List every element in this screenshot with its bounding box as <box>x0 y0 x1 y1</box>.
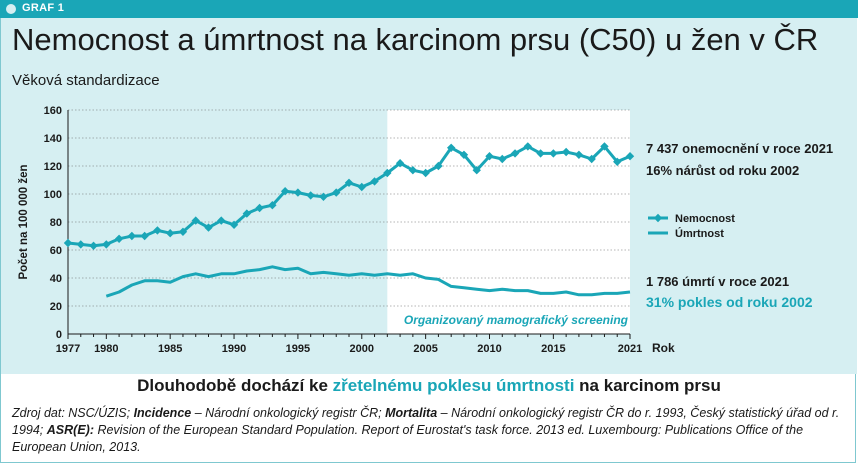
x-tick-label: 2010 <box>477 343 501 355</box>
x-tick-label: 1985 <box>158 343 182 355</box>
source-incidence-label: Incidence <box>133 406 192 420</box>
data-point <box>178 227 188 236</box>
source-text: Zdroj dat: NSC/ÚZIS; <box>12 406 134 420</box>
data-point <box>383 168 392 178</box>
annotation: 7 437 onemocnění v roce 2021 <box>646 141 833 156</box>
data-point <box>446 143 456 152</box>
conclusion-text: Dlouhodobě dochází ke zřetelnému poklesu… <box>0 376 858 396</box>
data-point <box>280 187 290 196</box>
series-line-mortality <box>105 265 631 298</box>
x-tick-label: 1980 <box>94 343 118 355</box>
data-point <box>63 238 73 248</box>
data-point <box>319 192 328 201</box>
data-point <box>165 229 175 238</box>
data-point <box>408 166 418 175</box>
data-point <box>293 188 303 197</box>
legend-label-incidence: Nemocnost <box>675 213 735 225</box>
data-point <box>600 142 609 151</box>
data-point <box>217 216 226 225</box>
data-point <box>434 161 443 171</box>
data-point <box>498 154 507 164</box>
data-point <box>229 220 239 229</box>
y-tick-label: 100 <box>44 189 62 201</box>
data-point <box>89 241 98 250</box>
source-mortality-label: Mortalita <box>385 406 438 420</box>
data-point <box>114 234 124 243</box>
x-tick-label: 2015 <box>541 343 565 355</box>
source-text: – Národní onkologický registr ČR; <box>191 406 386 420</box>
data-point <box>255 203 264 213</box>
x-tick-label: 2021 <box>618 343 642 355</box>
data-point <box>344 178 354 187</box>
data-point <box>76 240 85 249</box>
data-point <box>587 154 596 164</box>
data-point <box>127 231 137 241</box>
data-point <box>523 142 533 151</box>
data-point <box>549 149 558 158</box>
conclusion-part-2: na karcinom prsu <box>574 376 721 395</box>
source-asr-label: ASR(E): <box>46 423 94 437</box>
data-point <box>395 159 405 168</box>
data-point <box>625 152 635 161</box>
legend-label-mortality: Úmrtnost <box>675 227 724 240</box>
conclusion-part-1: Dlouhodobě dochází ke <box>137 376 333 395</box>
x-axis-title: Rok <box>652 341 675 355</box>
data-point <box>204 223 213 232</box>
source-text: Revision of the European Standard Popula… <box>12 423 804 454</box>
data-point <box>485 152 494 161</box>
data-point <box>268 201 277 210</box>
data-point <box>472 166 481 175</box>
tag-dot-icon <box>6 4 16 14</box>
data-point <box>332 188 341 197</box>
y-tick-label: 0 <box>56 329 62 341</box>
x-tick-label: 2000 <box>350 343 374 355</box>
data-point <box>613 157 622 166</box>
y-tick-label: 20 <box>50 301 62 313</box>
conclusion-highlight: zřetelnému poklesu úmrtnosti <box>332 376 575 395</box>
data-point <box>510 149 520 158</box>
data-point <box>153 226 162 235</box>
annotation: 16% nárůst od roku 2002 <box>646 163 799 178</box>
legend-marker-incidence <box>653 213 663 223</box>
annotation: 31% pokles od roku 2002 <box>646 294 813 310</box>
data-point <box>242 209 252 218</box>
data-point <box>102 240 111 249</box>
figure-tag-bar: GRAF 1 <box>0 0 858 18</box>
y-axis-title: Počet na 100 000 žen <box>18 164 30 279</box>
y-tick-label: 60 <box>50 245 62 257</box>
data-point <box>536 149 545 158</box>
data-point <box>370 177 379 186</box>
data-point <box>191 216 200 225</box>
chart-subtitle: Věková standardizace <box>12 72 160 89</box>
x-tick-label: 1995 <box>286 343 310 355</box>
data-point <box>421 168 430 178</box>
x-tick-label: 1990 <box>222 343 246 355</box>
y-tick-label: 40 <box>50 273 62 285</box>
y-tick-label: 160 <box>44 105 62 117</box>
figure-tag: GRAF 1 <box>22 2 65 14</box>
source-text: – Národní onkologický registr ČR do r. 1… <box>12 406 840 437</box>
x-tick-label: 2005 <box>413 343 437 355</box>
data-point <box>306 191 315 200</box>
data-point <box>561 147 571 157</box>
source-note: Zdroj dat: NSC/ÚZIS; Incidence – Národní… <box>12 405 848 456</box>
y-tick-label: 80 <box>50 217 62 229</box>
data-point <box>459 150 469 159</box>
screening-label: Organizovaný mamografický screening <box>404 313 629 327</box>
data-point <box>574 150 584 159</box>
y-tick-label: 140 <box>44 133 62 145</box>
y-tick-label: 120 <box>44 161 62 173</box>
x-tick-label: 1977 <box>56 343 80 355</box>
chart-title: Nemocnost a úmrtnost na karcinom prsu (C… <box>12 22 819 57</box>
data-point <box>140 231 149 241</box>
data-point <box>357 182 366 192</box>
annotation: 1 786 úmrtí v roce 2021 <box>646 274 789 289</box>
